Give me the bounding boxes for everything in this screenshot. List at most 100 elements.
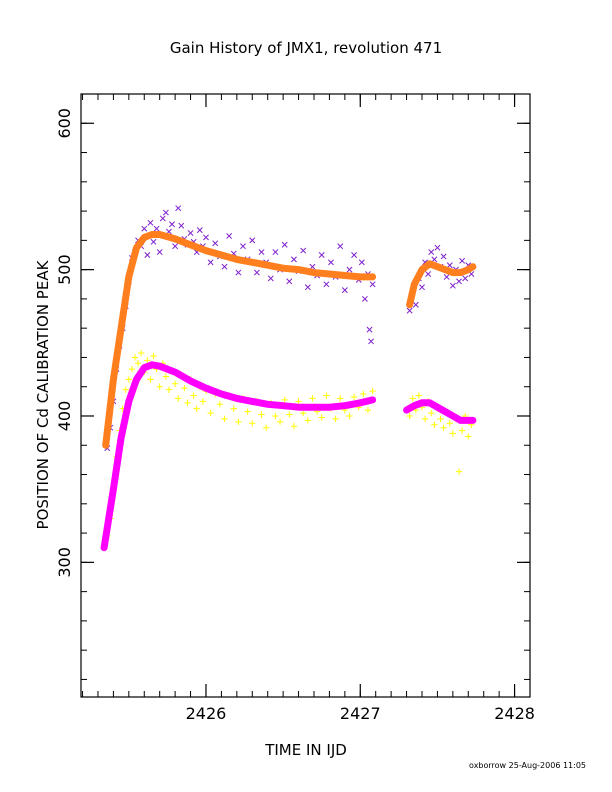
low-peak-measurements-point: [249, 420, 256, 427]
high-peak-measurements-point: [281, 241, 288, 248]
high-peak-measurements-point: [361, 295, 368, 302]
high-peak-measurements-point: [203, 234, 209, 241]
high-peak-measurements-point: [459, 257, 466, 264]
low-peak-measurements-point: [458, 427, 466, 434]
high-peak-measurements-point: [156, 249, 163, 256]
low-peak-measurements-point: [230, 405, 237, 412]
low-peak-measurements-point: [286, 411, 293, 418]
low-peak-measurements-point: [221, 415, 228, 423]
high-peak-fit-line: [406, 260, 477, 309]
x-tick-label: 2427: [340, 704, 381, 723]
high-peak-measurements-point: [178, 222, 185, 229]
low-peak-measurements-point: [272, 412, 279, 420]
high-peak-measurements-point: [267, 275, 274, 282]
low-peak-measurements-point: [323, 392, 330, 399]
low-peak-measurements-point: [290, 423, 298, 430]
low-peak-measurements-point: [207, 409, 214, 417]
high-peak-measurements-point: [300, 247, 307, 254]
high-peak-measurements-point: [351, 252, 358, 258]
high-peak-measurements-point: [446, 262, 453, 269]
high-peak-measurements-point: [337, 243, 344, 250]
high-peak-measurements-point: [159, 215, 166, 222]
high-peak-measurements-point: [412, 301, 419, 308]
high-peak-fit-line: [102, 231, 377, 449]
low-peak-measurements-point: [332, 415, 339, 423]
low-peak-measurements-point: [150, 352, 157, 360]
low-peak-measurements-point: [309, 395, 316, 402]
low-peak-measurements-point: [162, 373, 170, 380]
high-peak-measurements-point: [406, 307, 413, 314]
high-peak-measurements-point: [169, 221, 175, 228]
high-peak-measurements-point: [449, 282, 456, 289]
low-peak-measurements-point: [181, 384, 188, 392]
x-axis-label: TIME IN IJD: [264, 741, 347, 759]
high-peak-measurements-point: [187, 230, 194, 236]
low-peak-measurements-point: [299, 409, 307, 417]
plot-area: [100, 205, 477, 552]
low-peak-measurements-point: [144, 357, 151, 364]
low-peak-measurements-point: [128, 365, 136, 373]
low-peak-measurements-point: [258, 411, 265, 418]
low-peak-measurements-point: [134, 360, 142, 367]
low-peak-measurements-point: [409, 395, 416, 402]
low-peak-measurements-point: [406, 412, 413, 420]
low-peak-measurements-point: [295, 398, 302, 405]
low-peak-measurements-point: [171, 380, 179, 387]
high-peak-measurements-point: [172, 243, 179, 250]
low-peak-fit-line: [100, 361, 377, 552]
x-tick-label: 2428: [494, 704, 535, 723]
low-peak-measurements-point: [262, 424, 270, 431]
high-peak-measurements-point: [346, 266, 353, 273]
low-peak-measurements-point: [318, 414, 325, 421]
low-peak-measurements-point: [304, 417, 312, 424]
low-peak-measurements-point: [190, 392, 197, 399]
high-peak-measurements-point: [434, 244, 441, 251]
high-peak-measurements-point: [212, 240, 219, 247]
low-peak-measurements-point: [147, 376, 154, 383]
low-peak-measurements-point: [421, 415, 429, 423]
x-tick-label: 2426: [186, 704, 227, 723]
high-peak-measurements-point: [425, 271, 432, 277]
high-peak-measurements-point: [249, 237, 256, 244]
y-tick-label: 500: [55, 254, 74, 285]
high-peak-measurements-point: [221, 263, 228, 270]
low-peak-measurements-point: [193, 405, 200, 412]
high-peak-measurements-point: [150, 238, 157, 245]
low-peak-measurements-point: [184, 399, 191, 407]
footer-credit: oxborrow 25-Aug-2006 11:05: [469, 761, 586, 770]
low-peak-measurements-point: [431, 421, 438, 428]
high-peak-measurements-point: [253, 269, 260, 276]
low-peak-measurements-point: [276, 418, 284, 426]
low-peak-measurements-point: [175, 395, 182, 402]
high-peak-measurements-point: [144, 252, 151, 258]
high-peak-measurements-point: [419, 284, 425, 291]
low-peak-measurements-point: [446, 420, 453, 427]
low-peak-measurements-point: [235, 418, 242, 426]
low-peak-fit-line: [403, 399, 477, 424]
high-peak-measurements-point: [147, 219, 154, 226]
high-peak-measurements-point: [153, 225, 160, 232]
high-peak-measurements-point: [162, 209, 169, 216]
high-peak-measurements-point: [358, 259, 365, 266]
low-peak-measurements-point: [216, 401, 224, 408]
series-low-peak-measurements: [104, 349, 475, 540]
high-peak-measurements-point: [258, 249, 265, 256]
chart-title: Gain History of JMX1, revolution 471: [170, 39, 442, 57]
axis-tick-labels: 2426 2427 2428 300 400 500 600: [55, 108, 535, 723]
low-peak-measurements-point: [428, 409, 435, 417]
low-peak-measurements-point: [199, 398, 207, 405]
high-peak-measurements-point: [141, 225, 148, 232]
high-peak-measurements-point: [368, 338, 375, 345]
low-peak-measurements-point: [449, 430, 457, 437]
y-tick-label: 600: [55, 108, 74, 139]
high-peak-measurements-point: [240, 243, 246, 250]
low-peak-measurements-point: [122, 386, 129, 393]
low-peak-measurements-point: [244, 408, 251, 415]
low-peak-measurements-point: [369, 387, 376, 395]
low-peak-measurements-point: [281, 396, 288, 404]
high-peak-measurements-point: [207, 259, 214, 266]
plot-frame: [80, 93, 531, 698]
low-peak-measurements-point: [465, 433, 472, 440]
series-high-peak-fit: [102, 231, 477, 449]
